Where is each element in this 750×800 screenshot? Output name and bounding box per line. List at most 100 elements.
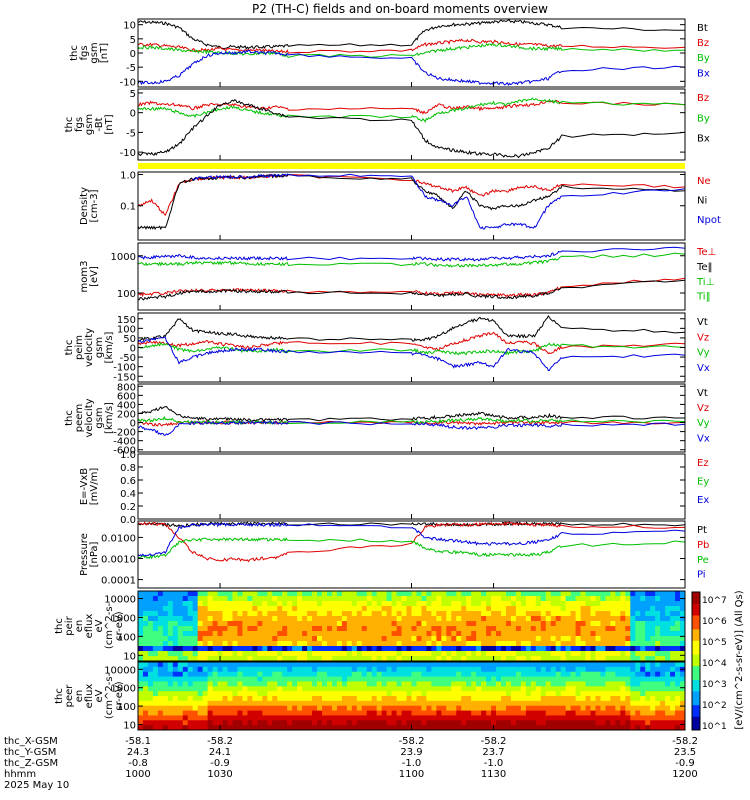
spectrogram-cell — [252, 715, 258, 721]
spectrogram-cell — [182, 596, 189, 602]
spectrogram-cell — [615, 631, 621, 637]
spectrogram-cell — [267, 626, 273, 632]
spectrogram-cell — [451, 710, 457, 716]
spectrogram-cell — [590, 621, 596, 627]
spectrogram-cell — [237, 686, 243, 692]
spectrogram-cell — [401, 666, 408, 673]
spectrogram-cell — [421, 671, 427, 678]
spectrogram-cell — [545, 662, 552, 668]
spectrogram-cell — [585, 666, 592, 673]
spectrogram-cell — [580, 720, 587, 726]
spectrogram-cell — [545, 596, 552, 602]
spectrogram-cell — [202, 601, 209, 607]
spectrogram-cell — [381, 691, 388, 697]
spectrogram-cell — [675, 641, 681, 647]
spectrogram-cell — [297, 636, 303, 642]
spectrogram-cell — [481, 616, 487, 622]
spectrogram-cell — [282, 606, 288, 612]
spectrogram-cell — [282, 626, 288, 632]
spectrogram-cell — [675, 725, 681, 731]
spectrogram-cell — [381, 725, 388, 731]
spectrogram-cell — [152, 700, 159, 707]
spectrogram-cell — [520, 656, 527, 662]
spectrogram-cell — [620, 646, 626, 652]
spectrogram-cell — [197, 596, 204, 602]
spectrogram-cell — [336, 611, 343, 617]
spectrogram-cell — [585, 662, 592, 668]
spectrogram-cell — [436, 700, 442, 707]
spectrogram-cell — [262, 611, 268, 617]
spectrogram-cell — [257, 636, 263, 642]
spectrogram-cell — [570, 696, 577, 702]
spectrogram-cell — [545, 705, 552, 712]
spectrogram-cell — [361, 715, 368, 721]
spectrogram-cell — [187, 691, 194, 697]
spectrogram-cell — [391, 626, 398, 632]
spectrogram-cell — [182, 666, 189, 673]
spectrogram-cell — [436, 601, 442, 607]
spectrogram-cell — [540, 631, 547, 637]
spectrogram-cell — [386, 715, 393, 721]
spectrogram-cell — [545, 676, 552, 682]
spectrogram-cell — [476, 616, 482, 622]
spectrogram-cell — [212, 611, 219, 617]
spectrogram-cell — [436, 681, 442, 687]
spectrogram-cell — [237, 601, 243, 607]
spectrogram-cell — [670, 676, 676, 682]
spectrogram-cell — [341, 636, 348, 642]
spectrogram-cell — [331, 691, 338, 697]
series-Pe-line — [137, 537, 686, 560]
spectrogram-cell — [510, 606, 517, 612]
spectrogram-cell — [595, 710, 601, 716]
spectrogram-cell — [476, 606, 482, 612]
spectrogram-cell — [138, 636, 144, 642]
spectrogram-cell — [267, 710, 273, 716]
spectrogram-cell — [212, 641, 219, 647]
spectrogram-cell — [336, 666, 343, 673]
spectrogram-cell — [620, 705, 626, 712]
spectrogram-cell — [421, 686, 427, 692]
spectrogram-cell — [272, 621, 278, 627]
spectrogram-cell — [451, 636, 457, 642]
spectrogram-cell — [580, 691, 587, 697]
spectrogram-cell — [600, 725, 606, 731]
panel-6: 8006004002000-200-400-600thcpeemvelocity… — [64, 382, 710, 456]
spectrogram-cell — [172, 611, 179, 617]
spectrogram-cell — [307, 616, 313, 622]
spectrogram-cell — [605, 591, 611, 597]
spectrogram-cell — [376, 616, 383, 622]
spectrogram-cell — [665, 651, 671, 657]
spectrogram-cell — [381, 662, 388, 668]
footer-hhmm: 1130 — [481, 769, 506, 780]
spectrogram-cell — [421, 601, 427, 607]
spectrogram-cell — [326, 641, 333, 647]
spectrogram-cell — [675, 700, 681, 707]
spectrogram-cell — [665, 656, 671, 662]
spectrogram-cell — [381, 681, 388, 687]
spectrogram-cell — [401, 641, 408, 647]
spectrogram-cell — [287, 715, 293, 721]
spectrogram-cell — [461, 656, 467, 662]
spectrogram-cell — [560, 681, 567, 687]
spectrogram-cell — [476, 641, 482, 647]
spectrogram-cell — [560, 686, 567, 692]
spectrogram-cell — [530, 710, 537, 716]
spectrogram-cell — [212, 591, 219, 597]
spectrogram-cell — [197, 621, 204, 627]
spectrogram-cell — [595, 636, 601, 642]
spectrogram-cell — [371, 681, 378, 687]
spectrogram-cell — [620, 626, 626, 632]
series-Npot-line — [192, 173, 686, 230]
spectrogram-cell — [665, 616, 671, 622]
spectrogram-cell — [665, 611, 671, 617]
spectrogram-cell — [142, 662, 149, 668]
spectrogram-cell — [635, 601, 641, 607]
spectrogram-cell — [366, 686, 373, 692]
spectrogram-cell — [361, 636, 368, 642]
spectrogram-cell — [510, 601, 517, 607]
spectrogram-cell — [600, 681, 606, 687]
spectrogram-cell — [331, 671, 338, 678]
spectrogram-cell — [376, 636, 383, 642]
spectrogram-cell — [570, 606, 577, 612]
